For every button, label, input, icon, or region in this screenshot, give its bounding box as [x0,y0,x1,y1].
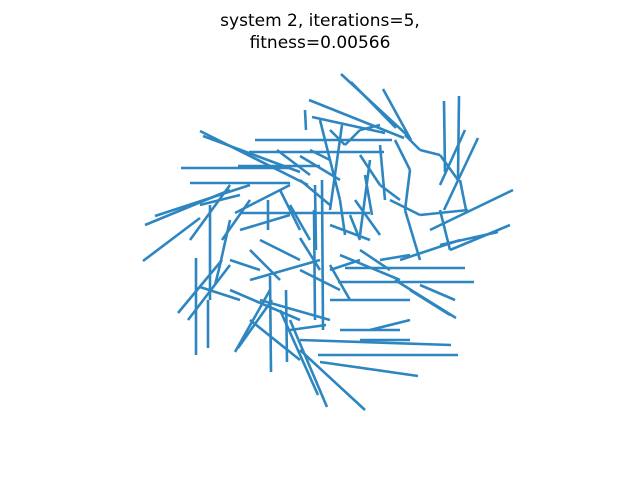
fractal-stroke [249,258,321,282]
fractal-stroke [308,98,405,140]
fractal-stroke [369,318,411,332]
fractal-stroke [259,298,331,322]
fractal-stroke [299,349,366,411]
fractal-stroke [259,238,301,262]
fractal-stroke [299,338,452,347]
fractal-stroke [393,139,412,171]
fractal-stroke [298,237,322,271]
fractal-stroke [144,188,231,227]
fractal-stroke [288,204,312,241]
fractal-stroke [303,109,308,131]
fractal-stroke [359,123,381,132]
fractal-stroke [218,219,232,266]
fractal-stroke [442,137,480,211]
fractal-stroke [199,129,309,187]
fractal-stroke [353,199,382,236]
fractal-stroke [381,88,413,141]
fractal-stroke [449,223,511,252]
fractal-stroke [213,264,222,286]
fractal-stroke [359,248,391,272]
fractal-stroke [358,154,382,186]
fractal-stroke [348,214,362,241]
fractal-stroke [249,318,301,362]
fractal-stroke [278,309,320,396]
fractal-stroke [438,129,467,186]
fractal-stroke [329,258,361,272]
fractal-stroke [378,144,387,201]
fractal-stroke [229,288,301,322]
fractal-strokes [142,73,514,411]
fractal-stroke [339,253,401,282]
fractal-stroke [229,258,261,272]
fractal-stroke [350,81,397,129]
fractal-stroke [456,95,461,181]
fractal-stroke [199,193,241,207]
fractal-stroke [379,253,411,262]
fractal-stroke [329,223,371,242]
fractal-stroke [313,184,318,251]
fractal-stroke [278,189,302,231]
fractal-stroke [358,159,372,236]
fractal-stroke [309,148,331,162]
fractal-stroke [199,285,241,302]
fractal-stroke [312,209,317,321]
fractal-stroke [319,360,419,378]
figure-title-line-2: fitness=0.00566 [249,33,391,53]
fractal-stroke [438,209,452,251]
fractal-stroke [419,148,441,157]
fractal-stroke [363,174,374,216]
fractal-stroke [142,216,201,263]
fractal-stroke [328,264,352,301]
fractal-stroke [320,179,325,331]
fractal-stroke [403,169,412,211]
fractal-stroke [399,238,461,262]
fractal-stroke [404,134,421,151]
fractal-stroke [329,129,346,146]
fractal-stroke [299,268,341,292]
fractal-stroke [276,148,311,177]
fractal-stroke [311,115,386,135]
fractal-stroke [409,288,451,317]
fractal-stroke [458,179,468,211]
fractal-stroke [344,129,361,146]
fractal-stroke [419,208,469,217]
fractal-stroke [438,154,460,181]
fractal-stroke [176,259,224,314]
fractal-stroke [289,323,327,332]
fractal-stroke [419,283,456,302]
fractal-stroke [288,319,329,408]
fractal-stroke [239,213,291,232]
fractal-stroke [403,209,422,261]
fractal-stroke [389,198,421,217]
figure-title-line-1: system 2, iterations=5, [220,11,420,31]
fractal-stroke [249,249,281,281]
